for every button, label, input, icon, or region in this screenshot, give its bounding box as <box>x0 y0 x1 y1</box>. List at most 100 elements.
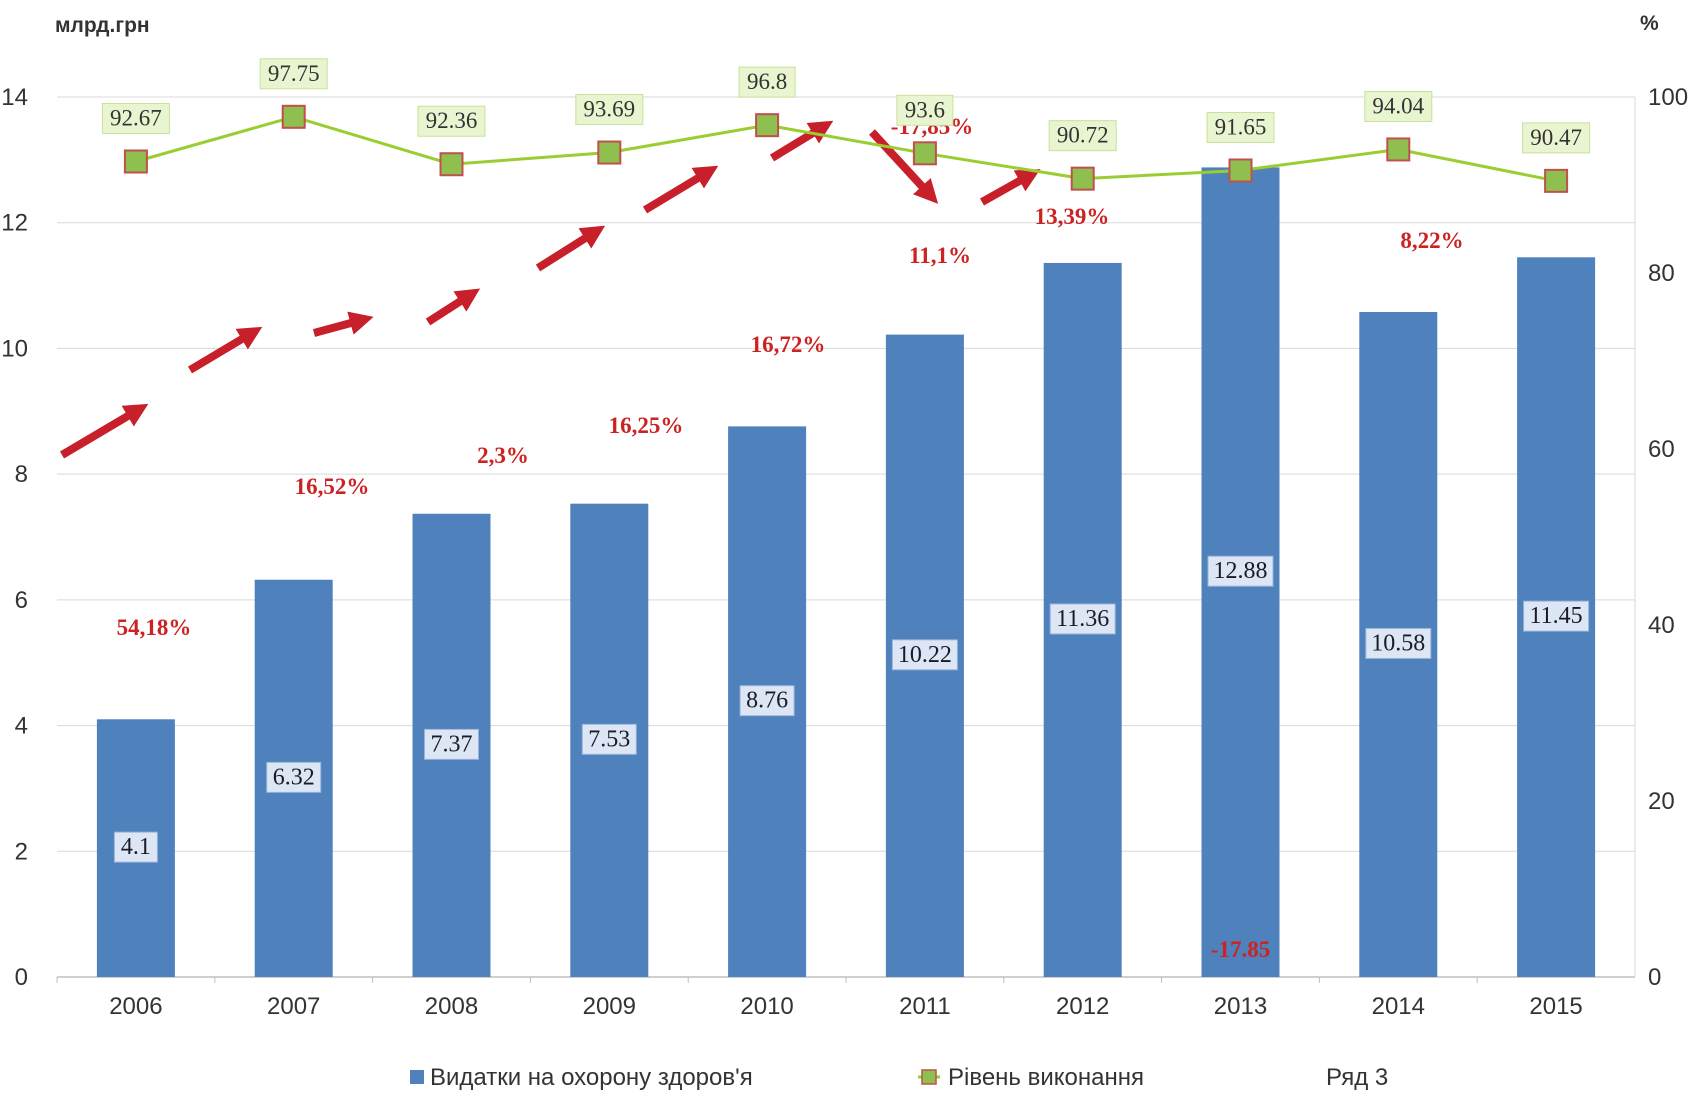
growth-arrow <box>59 403 149 459</box>
line-data-label-box <box>896 94 954 126</box>
left-axis-tick-label: 2 <box>15 838 28 865</box>
x-axis-tick-label: 2014 <box>1372 993 1425 1020</box>
bar-series <box>96 167 1596 978</box>
growth-arrow <box>980 169 1041 206</box>
bar-data-label: 10.22 <box>898 642 952 668</box>
line-data-label: 92.67 <box>110 106 162 131</box>
line-data-label-box <box>738 66 796 98</box>
right-axis-tick-label: 0 <box>1648 964 1661 991</box>
data-labels: 4.1 6.32 7.37 7.53 8.76 10.22 11.36 12.88 10.58 1… <box>101 58 1591 962</box>
execution-marker <box>597 140 622 165</box>
right-axis-tick-label: 40 <box>1648 612 1675 639</box>
line-data-label: 93.69 <box>583 97 635 122</box>
line-data-label-box <box>1522 122 1591 154</box>
line-data-label-box <box>259 58 328 90</box>
execution-marker <box>1070 166 1095 191</box>
x-axis-tick-label: 2008 <box>425 993 478 1020</box>
bar-data-label-box <box>266 761 322 793</box>
growth-arrow <box>642 165 719 214</box>
growth-percent-label: 16,72% <box>751 332 826 357</box>
growth-percent-label: 16,52% <box>295 474 370 499</box>
execution-marker <box>439 152 464 177</box>
x-axis-tick-label: 2006 <box>109 993 162 1020</box>
legend-label-execution: Рівень виконання <box>948 1064 1144 1091</box>
execution-line <box>135 115 1557 183</box>
left-axis-tick-label: 4 <box>15 713 28 740</box>
line-data-label: 90.47 <box>1530 125 1582 150</box>
growth-arrow <box>187 326 263 374</box>
execution-marker <box>912 141 937 166</box>
line-data-label-box <box>575 94 644 126</box>
right-axis-tick-label: 60 <box>1648 436 1675 463</box>
growth-arrow <box>312 311 374 337</box>
x-axis-tick-label: 2011 <box>899 993 951 1020</box>
bar-data-label: 7.53 <box>588 726 630 752</box>
bar-data-label-box <box>424 728 479 760</box>
bar-data-label-box <box>1049 603 1116 635</box>
bar-data-label-box <box>891 639 958 671</box>
left-axis-tick-label: 12 <box>1 210 28 237</box>
x-axis-tick-label: 2010 <box>740 993 793 1020</box>
legend-swatch-expenditure <box>410 1070 424 1084</box>
line-data-label: 93.6 <box>905 97 945 122</box>
growth-arrow <box>869 129 939 204</box>
line-series <box>123 104 1569 193</box>
bar-data-label: 4.1 <box>121 834 151 860</box>
execution-marker <box>1544 168 1569 193</box>
bar-data-label: 12.88 <box>1214 558 1268 584</box>
bar-data-label-box <box>113 831 158 863</box>
left-axis-tick-label: 0 <box>15 964 28 991</box>
execution-marker <box>755 113 780 138</box>
left-axis-tick-label: 10 <box>1 335 28 362</box>
series3-data-label: -17.85 <box>1211 937 1270 962</box>
line-data-label-box <box>1364 90 1433 122</box>
bar-data-label: 11.36 <box>1056 606 1109 632</box>
execution-marker <box>1386 137 1411 162</box>
growth-arrow <box>425 288 481 326</box>
right-axis-tick-label: 80 <box>1648 260 1675 287</box>
x-axis-tick-label: 2015 <box>1529 993 1582 1020</box>
left-axis-tick-label: 14 <box>1 84 28 111</box>
line-data-label: 92.36 <box>426 108 478 133</box>
right-axis-tick-label: 100 <box>1648 84 1688 111</box>
left-axis-unit-label: млрд.грн <box>55 14 150 37</box>
left-axis-tick-label: 6 <box>15 587 28 614</box>
line-data-label-box <box>417 105 486 137</box>
bar-data-label: 10.58 <box>1371 630 1425 656</box>
growth-percent-label: 13,39% <box>1035 204 1110 229</box>
line-data-label: 94.04 <box>1372 93 1424 118</box>
line-data-label: 90.72 <box>1057 123 1109 148</box>
bar-data-label-box <box>1207 555 1274 587</box>
bar-data-label-box <box>1365 627 1432 659</box>
growth-annotations: 54,18%16,52%2,3%16,25%16,72%-17,85%11,1%… <box>117 114 1464 640</box>
axes: 0 2 4 6 8 10 12 14 0 20 40 60 80 100 2006 2007 2008 2009 2… <box>1 84 1688 1020</box>
growth-arrows <box>59 120 1041 459</box>
bar-data-label: 6.32 <box>273 764 315 790</box>
execution-marker <box>281 104 306 129</box>
left-axis-tick-label: 8 <box>15 461 28 488</box>
line-data-label: 91.65 <box>1215 114 1267 139</box>
bar-data-label: 11.45 <box>1530 603 1583 629</box>
growth-arrow <box>535 225 606 272</box>
line-data-label-box <box>1206 111 1275 143</box>
bar-data-label-box <box>1523 600 1590 632</box>
x-axis-tick-label: 2013 <box>1214 993 1267 1020</box>
x-axis-tick-label: 2012 <box>1056 993 1109 1020</box>
growth-percent-label: 11,1% <box>909 243 971 268</box>
x-axis-tick-label: 2009 <box>583 993 636 1020</box>
legend-label-series3: Ряд 3 <box>1326 1064 1388 1091</box>
growth-percent-label: 2,3% <box>477 443 529 468</box>
line-data-label-box <box>1048 120 1117 152</box>
right-axis-tick-label: 20 <box>1648 788 1675 815</box>
growth-percent-label: 16,25% <box>609 413 684 438</box>
legend: Видатки на охорону здоров'я Рівень викон… <box>410 1064 1388 1091</box>
legend-swatch-execution <box>921 1069 937 1085</box>
bar-data-label: 8.76 <box>746 688 788 714</box>
line-data-label-box <box>101 103 170 135</box>
line-data-label: 96.8 <box>747 69 787 94</box>
bar-data-label-box <box>739 685 795 717</box>
legend-label-expenditure: Видатки на охорону здоров'я <box>430 1064 753 1091</box>
execution-marker <box>123 149 148 174</box>
right-axis-unit-label: % <box>1640 12 1659 35</box>
